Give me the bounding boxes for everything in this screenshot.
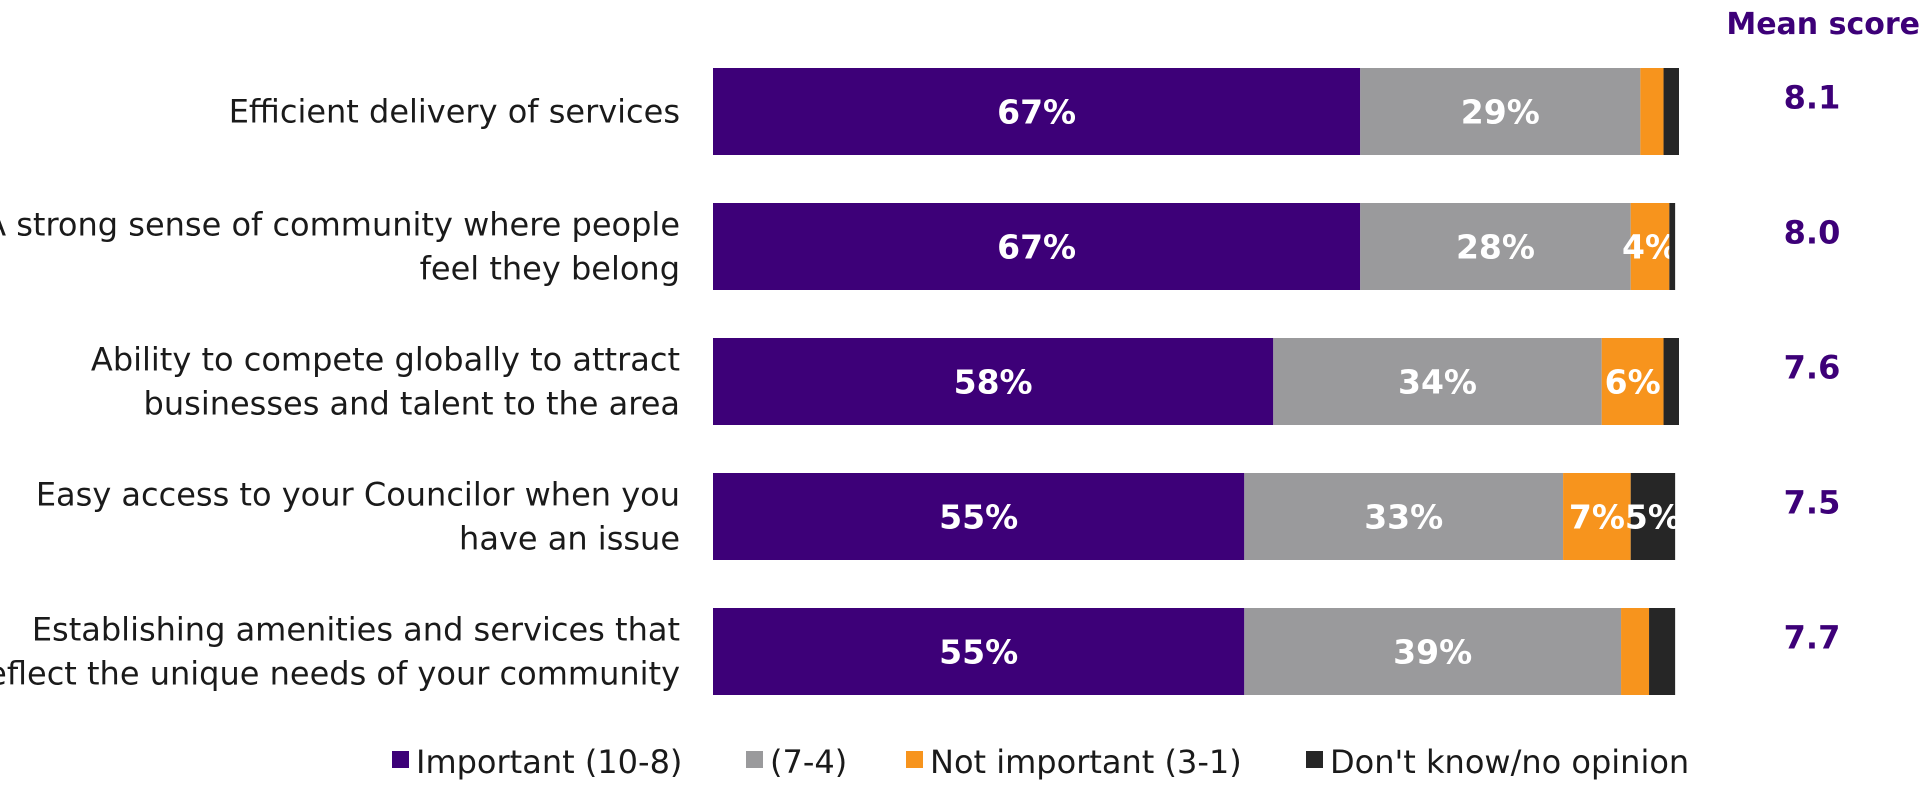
- bar-segment: [713, 473, 1245, 560]
- data-label: 33%: [1364, 498, 1443, 537]
- data-label: 29%: [1461, 93, 1540, 132]
- bar-segment: [1669, 203, 1676, 290]
- legend-label: Not important (3-1): [930, 743, 1242, 781]
- legend-swatch: [906, 751, 923, 768]
- bar-segment: [1649, 608, 1676, 695]
- bar-segment: [713, 338, 1274, 425]
- legend: Important (10-8) (7-4) Not important (3-1)…: [392, 743, 1689, 781]
- bar-segment: [1640, 68, 1664, 155]
- mean-score-value: 8.1: [1784, 79, 1841, 117]
- data-label: 34%: [1398, 363, 1477, 402]
- category-label: reflect the unique needs of your communi…: [0, 655, 680, 693]
- bar-segment: [1244, 473, 1564, 560]
- legend-swatch: [1306, 751, 1323, 768]
- mean-score-value: 7.5: [1784, 484, 1841, 522]
- legend-label: Don't know/no opinion: [1330, 743, 1689, 781]
- data-label: 4%: [1622, 228, 1678, 267]
- bar-segment: [1360, 203, 1631, 290]
- category-label: businesses and talent to the area: [144, 385, 680, 423]
- data-label: 28%: [1456, 228, 1535, 267]
- category-label: A strong sense of community where people: [0, 206, 680, 244]
- bar-segment: [713, 203, 1361, 290]
- bar-segment: [1360, 68, 1641, 155]
- data-label: 39%: [1393, 633, 1472, 672]
- bars-group: 67% 29% 67% 28% 4% 58% 34% 6% 55% 33% 7% 5% 55% 39%: [713, 68, 1681, 695]
- data-label: 7%: [1569, 498, 1625, 537]
- data-label: 5%: [1625, 498, 1681, 537]
- data-label: 55%: [939, 498, 1018, 537]
- bar-segment: [713, 608, 1245, 695]
- category-labels-group: Efficient delivery of services A strong s…: [0, 93, 680, 693]
- category-label: Ability to compete globally to attract: [91, 341, 680, 379]
- bar-segment: [1563, 473, 1631, 560]
- mean-scores-group: Mean score 8.1 8.0 7.6 7.5 7.7: [1726, 7, 1920, 657]
- bar-segment: [1621, 608, 1650, 695]
- legend-label: Important (10-8): [416, 743, 682, 781]
- data-label: 67%: [997, 228, 1076, 267]
- mean-score-value: 7.6: [1784, 349, 1841, 387]
- category-label: Establishing amenities and services that: [32, 611, 680, 649]
- bar-segment: [1601, 338, 1664, 425]
- data-label: 6%: [1605, 363, 1661, 402]
- bar-segment: [1630, 473, 1676, 560]
- category-label: Efficient delivery of services: [229, 93, 680, 131]
- legend-label: (7-4): [770, 743, 847, 781]
- category-label: feel they belong: [420, 250, 680, 288]
- legend-swatch: [746, 751, 763, 768]
- mean-score-value: 8.0: [1784, 214, 1841, 252]
- bar-segment: [1244, 608, 1622, 695]
- bar-segment: [1630, 203, 1670, 290]
- data-label: 58%: [954, 363, 1033, 402]
- bar-segment: [1663, 68, 1679, 155]
- legend-swatch: [392, 751, 409, 768]
- category-label: have an issue: [459, 520, 680, 558]
- data-label: 55%: [939, 633, 1018, 672]
- bar-segment: [1273, 338, 1602, 425]
- category-label: Easy access to your Councilor when you: [36, 476, 680, 514]
- mean-score-value: 7.7: [1784, 619, 1841, 657]
- bar-segment: [1663, 338, 1679, 425]
- data-label: 67%: [997, 93, 1076, 132]
- bar-segment: [713, 68, 1361, 155]
- mean-score-title: Mean score: [1726, 7, 1920, 42]
